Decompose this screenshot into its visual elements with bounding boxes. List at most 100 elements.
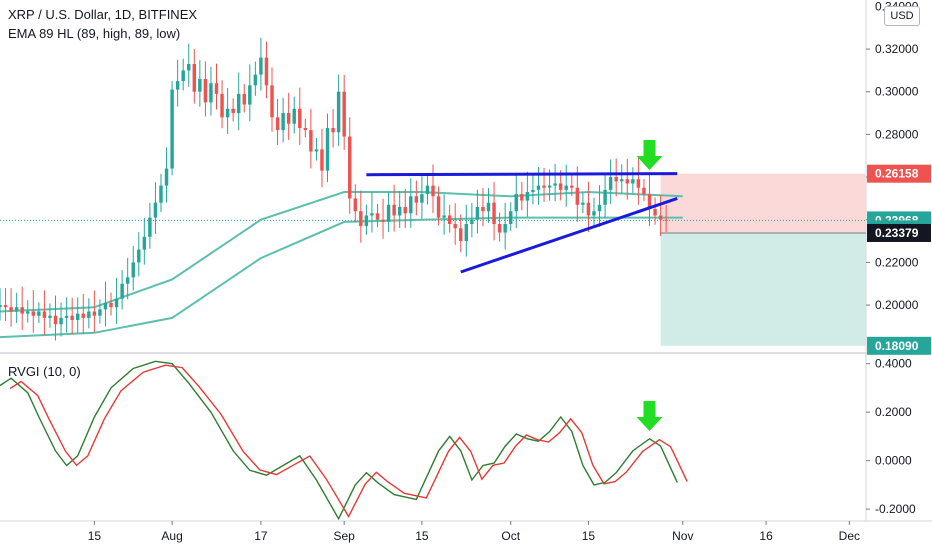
candle bbox=[31, 311, 36, 316]
candle bbox=[292, 108, 296, 124]
candle bbox=[442, 215, 446, 218]
candle bbox=[581, 202, 585, 205]
candle bbox=[14, 307, 19, 312]
candle bbox=[120, 283, 124, 299]
candle bbox=[570, 185, 574, 188]
take-profit-zone[interactable] bbox=[660, 232, 866, 346]
price-tick-label: 0.30000 bbox=[875, 85, 919, 99]
price-tick-label: 0.22000 bbox=[875, 255, 919, 269]
candle bbox=[558, 183, 563, 190]
candle bbox=[392, 204, 396, 216]
candle bbox=[187, 64, 191, 71]
ema-legend: EMA 89 HL (89, high, 89, low) bbox=[8, 26, 181, 41]
candle bbox=[631, 179, 635, 184]
candle bbox=[459, 228, 463, 242]
candle bbox=[542, 185, 546, 188]
candle bbox=[653, 209, 657, 216]
candle bbox=[658, 215, 663, 220]
candle bbox=[642, 187, 646, 195]
candle bbox=[375, 213, 380, 220]
candle bbox=[525, 192, 530, 201]
candle bbox=[592, 211, 596, 216]
candle bbox=[192, 64, 197, 92]
time-tick-label: 16 bbox=[759, 529, 773, 543]
candle bbox=[508, 211, 513, 224]
price-tag-label: 0.23379 bbox=[875, 226, 919, 240]
candle bbox=[625, 179, 630, 184]
candle bbox=[214, 83, 219, 94]
price-tag bbox=[867, 336, 931, 355]
candle bbox=[170, 89, 174, 169]
rvgi-tick-label: -0.2000 bbox=[875, 502, 916, 516]
candle bbox=[9, 307, 13, 312]
candle bbox=[503, 224, 507, 233]
candle bbox=[203, 78, 208, 103]
candle bbox=[114, 298, 119, 308]
candle bbox=[298, 108, 302, 128]
candle bbox=[325, 128, 330, 171]
candle bbox=[603, 189, 607, 205]
candle bbox=[131, 262, 135, 278]
candle bbox=[98, 309, 102, 316]
candle bbox=[209, 83, 213, 103]
price-tag-label: 0.18090 bbox=[875, 339, 919, 353]
candle bbox=[636, 179, 641, 188]
candle bbox=[608, 177, 613, 190]
candle bbox=[153, 202, 158, 218]
candle bbox=[453, 224, 457, 229]
rvgi-legend: RVGI (10, 0) bbox=[8, 364, 81, 379]
candle bbox=[109, 302, 113, 308]
candle bbox=[0, 305, 2, 308]
candle bbox=[320, 149, 324, 171]
candle bbox=[597, 204, 602, 212]
candle bbox=[253, 74, 258, 86]
candle bbox=[137, 249, 141, 263]
candle bbox=[314, 149, 319, 152]
candle bbox=[175, 81, 180, 90]
candle bbox=[275, 117, 280, 131]
candle bbox=[181, 70, 185, 82]
candle bbox=[531, 189, 535, 192]
candle bbox=[447, 215, 452, 224]
candle bbox=[87, 311, 91, 318]
stop-loss-zone[interactable] bbox=[660, 173, 866, 233]
candle bbox=[231, 108, 235, 114]
candle bbox=[342, 91, 346, 137]
candle bbox=[414, 196, 419, 203]
candle bbox=[148, 217, 152, 237]
candle bbox=[492, 202, 496, 224]
price-tick-label: 0.20000 bbox=[875, 298, 919, 312]
candle bbox=[242, 93, 246, 105]
candle bbox=[248, 85, 252, 105]
rvgi-line bbox=[0, 360, 678, 521]
candle bbox=[3, 305, 8, 308]
candle bbox=[425, 185, 430, 195]
candle bbox=[20, 307, 24, 314]
candle bbox=[514, 194, 518, 212]
resistance-trendline[interactable] bbox=[366, 172, 678, 177]
currency-button[interactable]: USD bbox=[884, 6, 920, 26]
support-trendline[interactable] bbox=[460, 196, 678, 274]
candle bbox=[348, 136, 352, 199]
candle bbox=[481, 206, 485, 212]
candle bbox=[547, 185, 552, 188]
time-tick-label: Dec bbox=[839, 529, 860, 543]
candle bbox=[575, 187, 580, 205]
rvgi-tick-label: 0.0000 bbox=[875, 454, 912, 468]
candle bbox=[70, 315, 74, 320]
candle bbox=[370, 213, 374, 216]
candle bbox=[42, 311, 47, 318]
candle bbox=[353, 198, 358, 212]
candle bbox=[486, 202, 491, 212]
time-tick-label: Oct bbox=[501, 529, 520, 543]
rvgi-tick-label: 0.4000 bbox=[875, 357, 912, 371]
price-tag-label: 0.26158 bbox=[875, 167, 919, 181]
price-signal-arrow-icon bbox=[636, 140, 663, 170]
candle bbox=[164, 168, 169, 186]
price-tag bbox=[867, 223, 931, 242]
candle bbox=[125, 277, 130, 284]
candle bbox=[336, 91, 341, 133]
candle bbox=[470, 219, 474, 224]
